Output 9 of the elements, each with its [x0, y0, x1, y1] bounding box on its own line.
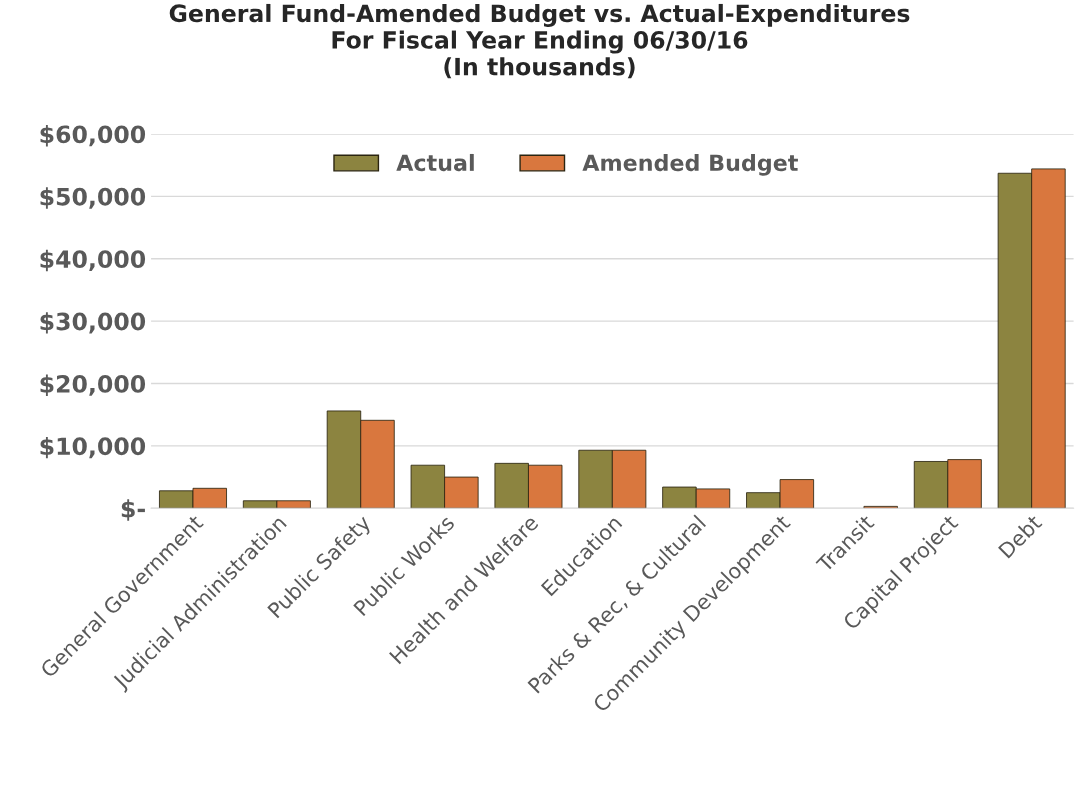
y-tick-label: $10,000	[40, 436, 146, 459]
chart-title: General Fund-Amended Budget vs. Actual-Expenditures For Fiscal Year Ending 06/30/16 (In thousands)	[169, 3, 910, 79]
y-tick-label: $40,000	[40, 249, 146, 272]
y-tick-label: $60,000	[40, 124, 146, 147]
legend-label: Actual	[396, 153, 474, 172]
y-tick-label: $50,000	[40, 187, 146, 209]
legend-label: Amended Budget	[582, 153, 798, 176]
y-tick-label: $20,000	[40, 374, 146, 396]
y-tick-label: $30,000	[40, 312, 146, 334]
